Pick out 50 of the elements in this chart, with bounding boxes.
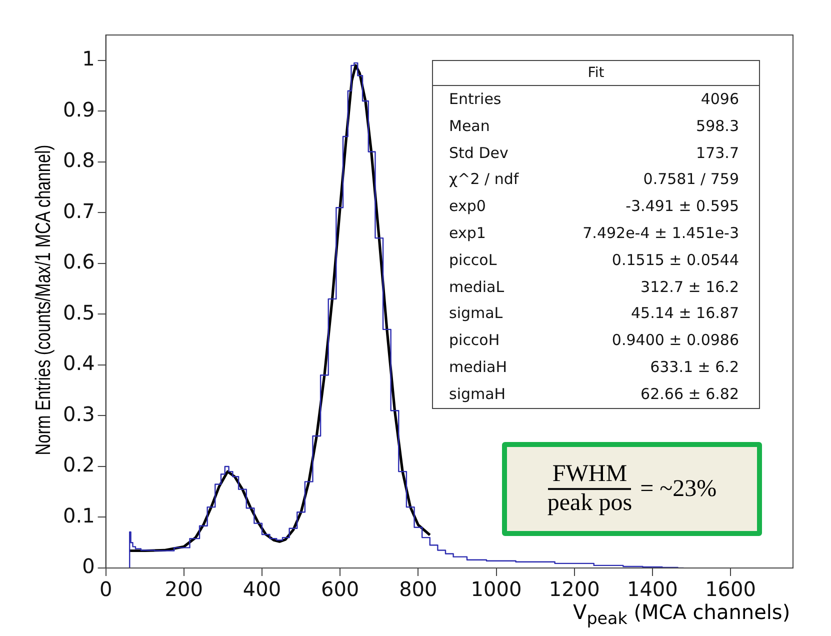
y-tick-label: 0.6 — [62, 250, 95, 274]
annotation: mediaL — [449, 276, 504, 298]
annotation: exp1 — [449, 222, 486, 244]
annotation: exp0 — [449, 196, 486, 218]
annotation: -3.491 ± 0.595 — [626, 196, 739, 218]
x-tick-label: 200 — [164, 577, 203, 602]
y-tick-label: 0.7 — [62, 198, 95, 223]
x-tick-label: 1000 — [470, 577, 522, 602]
annotation: Fit — [433, 61, 759, 86]
y-tick-label: 0.1 — [62, 503, 95, 528]
annotation: 173.7 — [696, 142, 739, 164]
x-tick-label: 600 — [320, 577, 360, 602]
x-tick-label: 1200 — [548, 577, 600, 602]
x-tick-label: 1600 — [705, 577, 756, 602]
x-tick-label: 1400 — [626, 577, 678, 602]
annotation: = ~23% — [640, 476, 717, 502]
annotation: 598.3 — [696, 116, 739, 137]
annotation: χ^2 / ndf — [449, 169, 519, 190]
x-tick-label: 0 — [99, 577, 112, 602]
annotation: piccoH — [449, 330, 500, 352]
annotation: 0.1515 ± 0.0544 — [612, 250, 739, 271]
annotation: 0.7581 / 759 — [643, 169, 739, 190]
y-tick-label: 0.8 — [62, 148, 95, 172]
x-tick-label: 800 — [399, 577, 438, 602]
x-axis-title: V$_{peak}$ (MCA channels) — [573, 600, 790, 628]
annotation: sigmaL — [449, 303, 503, 324]
annotation: 7.492e-4 ± 1.451e-3 — [582, 222, 739, 244]
annotation: Mean — [449, 116, 490, 137]
annotation: peak pos — [547, 490, 632, 517]
annotation: 45.14 ± 16.87 — [631, 303, 739, 324]
annotation: 633.1 ± 6.2 — [650, 356, 739, 378]
y-tick-label: 0 — [82, 554, 95, 578]
y-tick-label: 0.9 — [62, 97, 95, 122]
annotation: 62.66 ± 6.82 — [640, 384, 739, 405]
annotation: Std Dev — [449, 142, 508, 164]
x-tick-label: 400 — [242, 577, 282, 602]
annotation: Entries — [449, 89, 502, 110]
y-tick-label: 0.5 — [62, 300, 95, 324]
y-tick-label: 0.2 — [62, 452, 95, 477]
annotation: sigmaH — [449, 384, 506, 405]
y-axis-title: Norm Entries (counts/Max/1 MCA channel) — [32, 144, 56, 456]
annotation: mediaH — [449, 356, 508, 378]
annotation: FWHM — [548, 461, 632, 490]
y-tick-label: 1 — [82, 46, 95, 71]
y-tick-label: 0.3 — [62, 402, 95, 426]
annotation: 4096 — [700, 89, 739, 110]
annotation: piccoL — [449, 250, 497, 271]
y-tick-label: 0.4 — [62, 351, 95, 376]
annotation: 0.9400 ± 0.0986 — [612, 330, 739, 352]
annotation: 312.7 ± 16.2 — [640, 276, 739, 298]
